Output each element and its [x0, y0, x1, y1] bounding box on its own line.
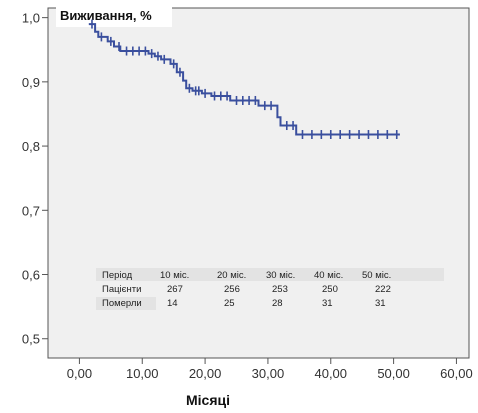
table-column-header: 10 міс. [160, 270, 189, 281]
table-row-label: Пацієнти [102, 284, 141, 295]
at-risk-table: Період Пацієнти Померли 10 міс. 20 міс. 30 мі… [102, 270, 391, 309]
chart-title: Виживання, % [60, 8, 152, 23]
table-row-label: Померли [102, 298, 142, 309]
table-cell: 25 [224, 298, 235, 309]
table-column-header: 20 міс. [217, 270, 246, 281]
x-tick-label: 60,00 [440, 366, 473, 381]
y-tick-label: 0,6 [22, 268, 40, 283]
table-header-band [96, 268, 444, 281]
y-tick-label: 0,8 [22, 139, 40, 154]
table-row-label: Період [102, 270, 133, 281]
y-tick-label: 0,9 [22, 75, 40, 90]
table-column-header: 40 міс. [314, 270, 343, 281]
table-cell: 31 [322, 298, 333, 309]
table-cell: 222 [375, 284, 391, 295]
x-tick-label: 50,00 [377, 366, 410, 381]
x-tick-label: 20,00 [189, 366, 222, 381]
y-tick-label: 0,5 [22, 332, 40, 347]
table-row-label-band [96, 297, 156, 310]
x-tick-label: 40,00 [314, 366, 347, 381]
axes: 0,00 10,00 20,00 30,00 40,00 50,00 60,00 0,5 0,6… [22, 11, 473, 381]
x-tick-label: 0,00 [67, 366, 92, 381]
table-cell: 31 [375, 298, 386, 309]
x-tick-label: 30,00 [252, 366, 285, 381]
table-cell: 253 [272, 284, 288, 295]
x-axis-label: Місяці [186, 392, 230, 408]
title-box [56, 3, 172, 27]
table-cell: 256 [224, 284, 240, 295]
x-tick-label: 10,00 [126, 366, 159, 381]
survival-curve [88, 19, 400, 140]
table-cell: 14 [167, 298, 178, 309]
table-column-header: 50 міс. [362, 270, 391, 281]
table-cell: 267 [167, 284, 183, 295]
table-cell: 28 [272, 298, 283, 309]
table-column-header: 30 міс. [266, 270, 295, 281]
table-cell: 250 [322, 284, 338, 295]
y-tick-label: 1,0 [22, 11, 40, 26]
y-tick-label: 0,7 [22, 203, 40, 218]
